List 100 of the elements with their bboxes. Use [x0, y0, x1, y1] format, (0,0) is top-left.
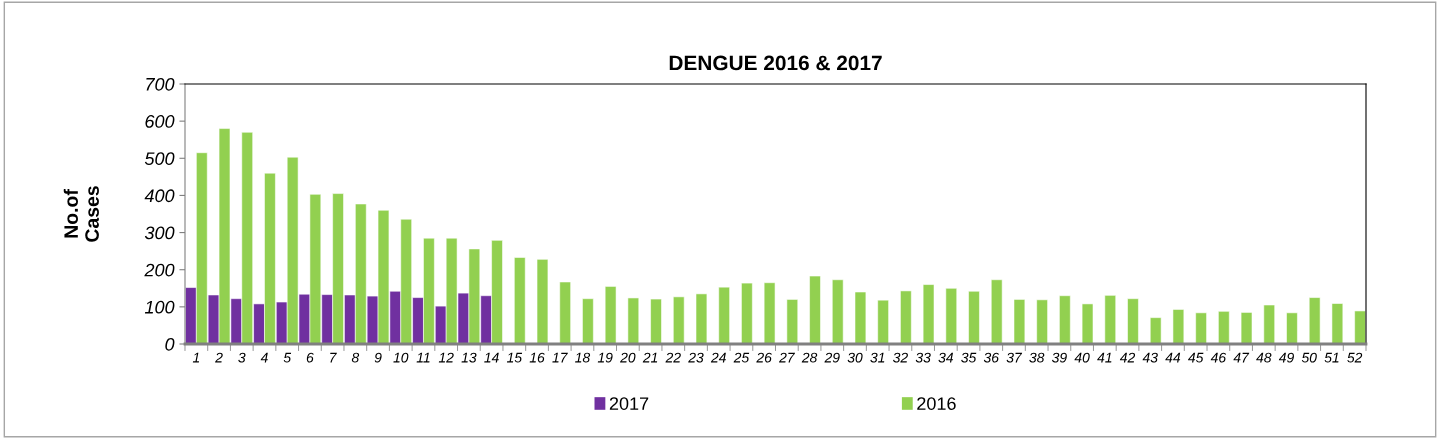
x-tick-label: 52 [1347, 352, 1363, 363]
bar [968, 290, 980, 344]
bar [763, 282, 776, 344]
x-tick-label: 16 [529, 352, 545, 363]
x-tick-label: 46 [1210, 352, 1227, 363]
x-tick-label: 43 [1142, 352, 1158, 363]
bar [695, 293, 708, 344]
bar [604, 286, 617, 344]
x-tick-label: 12 [438, 352, 454, 363]
bar [650, 298, 662, 344]
bar [809, 275, 821, 344]
bar [1308, 297, 1321, 344]
x-tick-label: 40 [1074, 352, 1090, 363]
x-tick-label: 51 [1324, 352, 1339, 363]
bar [673, 296, 685, 344]
x-tick-label: 38 [1029, 352, 1045, 363]
x-tick-label: 5 [283, 352, 292, 363]
x-tick-label: 37 [1006, 352, 1023, 363]
bar [1127, 298, 1139, 344]
bar [1354, 310, 1366, 344]
bar [1036, 299, 1048, 344]
bar [741, 282, 753, 344]
bar [1149, 317, 1162, 344]
x-tick-label: 29 [824, 352, 840, 363]
bar [559, 281, 571, 344]
bar [1240, 312, 1253, 344]
bar [922, 284, 935, 344]
bar [1286, 312, 1298, 344]
bar [718, 286, 730, 344]
x-tick-label: 47 [1233, 352, 1250, 363]
x-tick-label: 28 [801, 352, 818, 363]
x-tick-label: 4 [260, 352, 268, 363]
x-tick-label: 18 [575, 352, 591, 363]
y-tick-label: 100 [144, 300, 175, 314]
x-tick-label: 48 [1256, 352, 1272, 363]
x-tick-label: 23 [688, 352, 704, 363]
bar [514, 257, 526, 344]
x-tick-label: 41 [1097, 352, 1112, 363]
bar [990, 279, 1003, 344]
x-tick-label: 42 [1119, 352, 1136, 363]
x-tick-label: 44 [1165, 352, 1181, 363]
x-tick-label: 50 [1301, 352, 1317, 363]
y-tick-label: 500 [144, 152, 175, 166]
x-tick-label: 30 [847, 352, 863, 363]
bar [1263, 304, 1275, 344]
x-tick-label: 13 [461, 352, 477, 363]
x-tick-label: 2 [215, 352, 223, 363]
x-tick-label: 26 [756, 352, 772, 363]
y-axis-title: No.of Cases [63, 186, 99, 242]
legend-label: 2017 [609, 397, 649, 410]
y-tick-label: 600 [145, 115, 175, 128]
bar [854, 291, 867, 344]
bar [1104, 295, 1116, 344]
y-tick-label: 700 [146, 77, 175, 91]
bar [832, 279, 844, 344]
x-tick-label: 7 [330, 352, 337, 363]
x-tick-label: 35 [961, 352, 977, 363]
x-tick-label: 11 [416, 352, 430, 363]
bar [536, 259, 549, 344]
x-tick-label: 8 [351, 352, 360, 363]
x-tick-label: 9 [374, 352, 382, 363]
bar [1195, 312, 1207, 344]
bar [627, 297, 640, 344]
x-tick-label: 24 [710, 352, 726, 363]
x-tick-label: 1 [192, 352, 200, 363]
bar [786, 299, 799, 344]
x-tick-label: 34 [938, 352, 954, 363]
x-tick-label: 39 [1052, 352, 1067, 363]
bar [1059, 295, 1071, 344]
x-tick-label: 22 [665, 352, 681, 363]
y-tick-label: 0 [165, 337, 175, 351]
y-tick-label: 200 [144, 263, 175, 277]
y-tick-label: 300 [144, 226, 175, 240]
bar [1331, 303, 1344, 344]
x-tick-label: 33 [915, 352, 931, 363]
x-tick-label: 27 [779, 352, 796, 363]
x-tick-label: 3 [238, 352, 246, 363]
x-tick-label: 15 [506, 352, 523, 363]
bar [945, 288, 958, 344]
bar [1218, 311, 1230, 344]
bar [900, 290, 912, 344]
x-tick-label: 21 [642, 352, 658, 363]
x-tick-label: 25 [733, 352, 750, 363]
bar [1172, 309, 1185, 344]
x-tick-label: 32 [893, 352, 908, 363]
x-tick-label: 17 [552, 352, 568, 363]
x-tick-label: 36 [983, 352, 999, 363]
x-tick-label: 10 [393, 352, 409, 363]
chart-title: DENGUE 2016 & 2017 [669, 55, 882, 71]
bar [582, 298, 594, 344]
x-tick-label: 49 [1278, 352, 1294, 363]
x-tick-label: 6 [306, 352, 314, 363]
x-tick-label: 19 [597, 352, 613, 363]
y-tick-label: 400 [144, 189, 175, 203]
bar [877, 299, 889, 344]
bar [1081, 303, 1094, 344]
x-tick-label: 31 [870, 352, 885, 363]
bar [1013, 299, 1026, 344]
x-tick-label: 45 [1188, 352, 1204, 363]
x-tick-label: 20 [620, 352, 636, 363]
